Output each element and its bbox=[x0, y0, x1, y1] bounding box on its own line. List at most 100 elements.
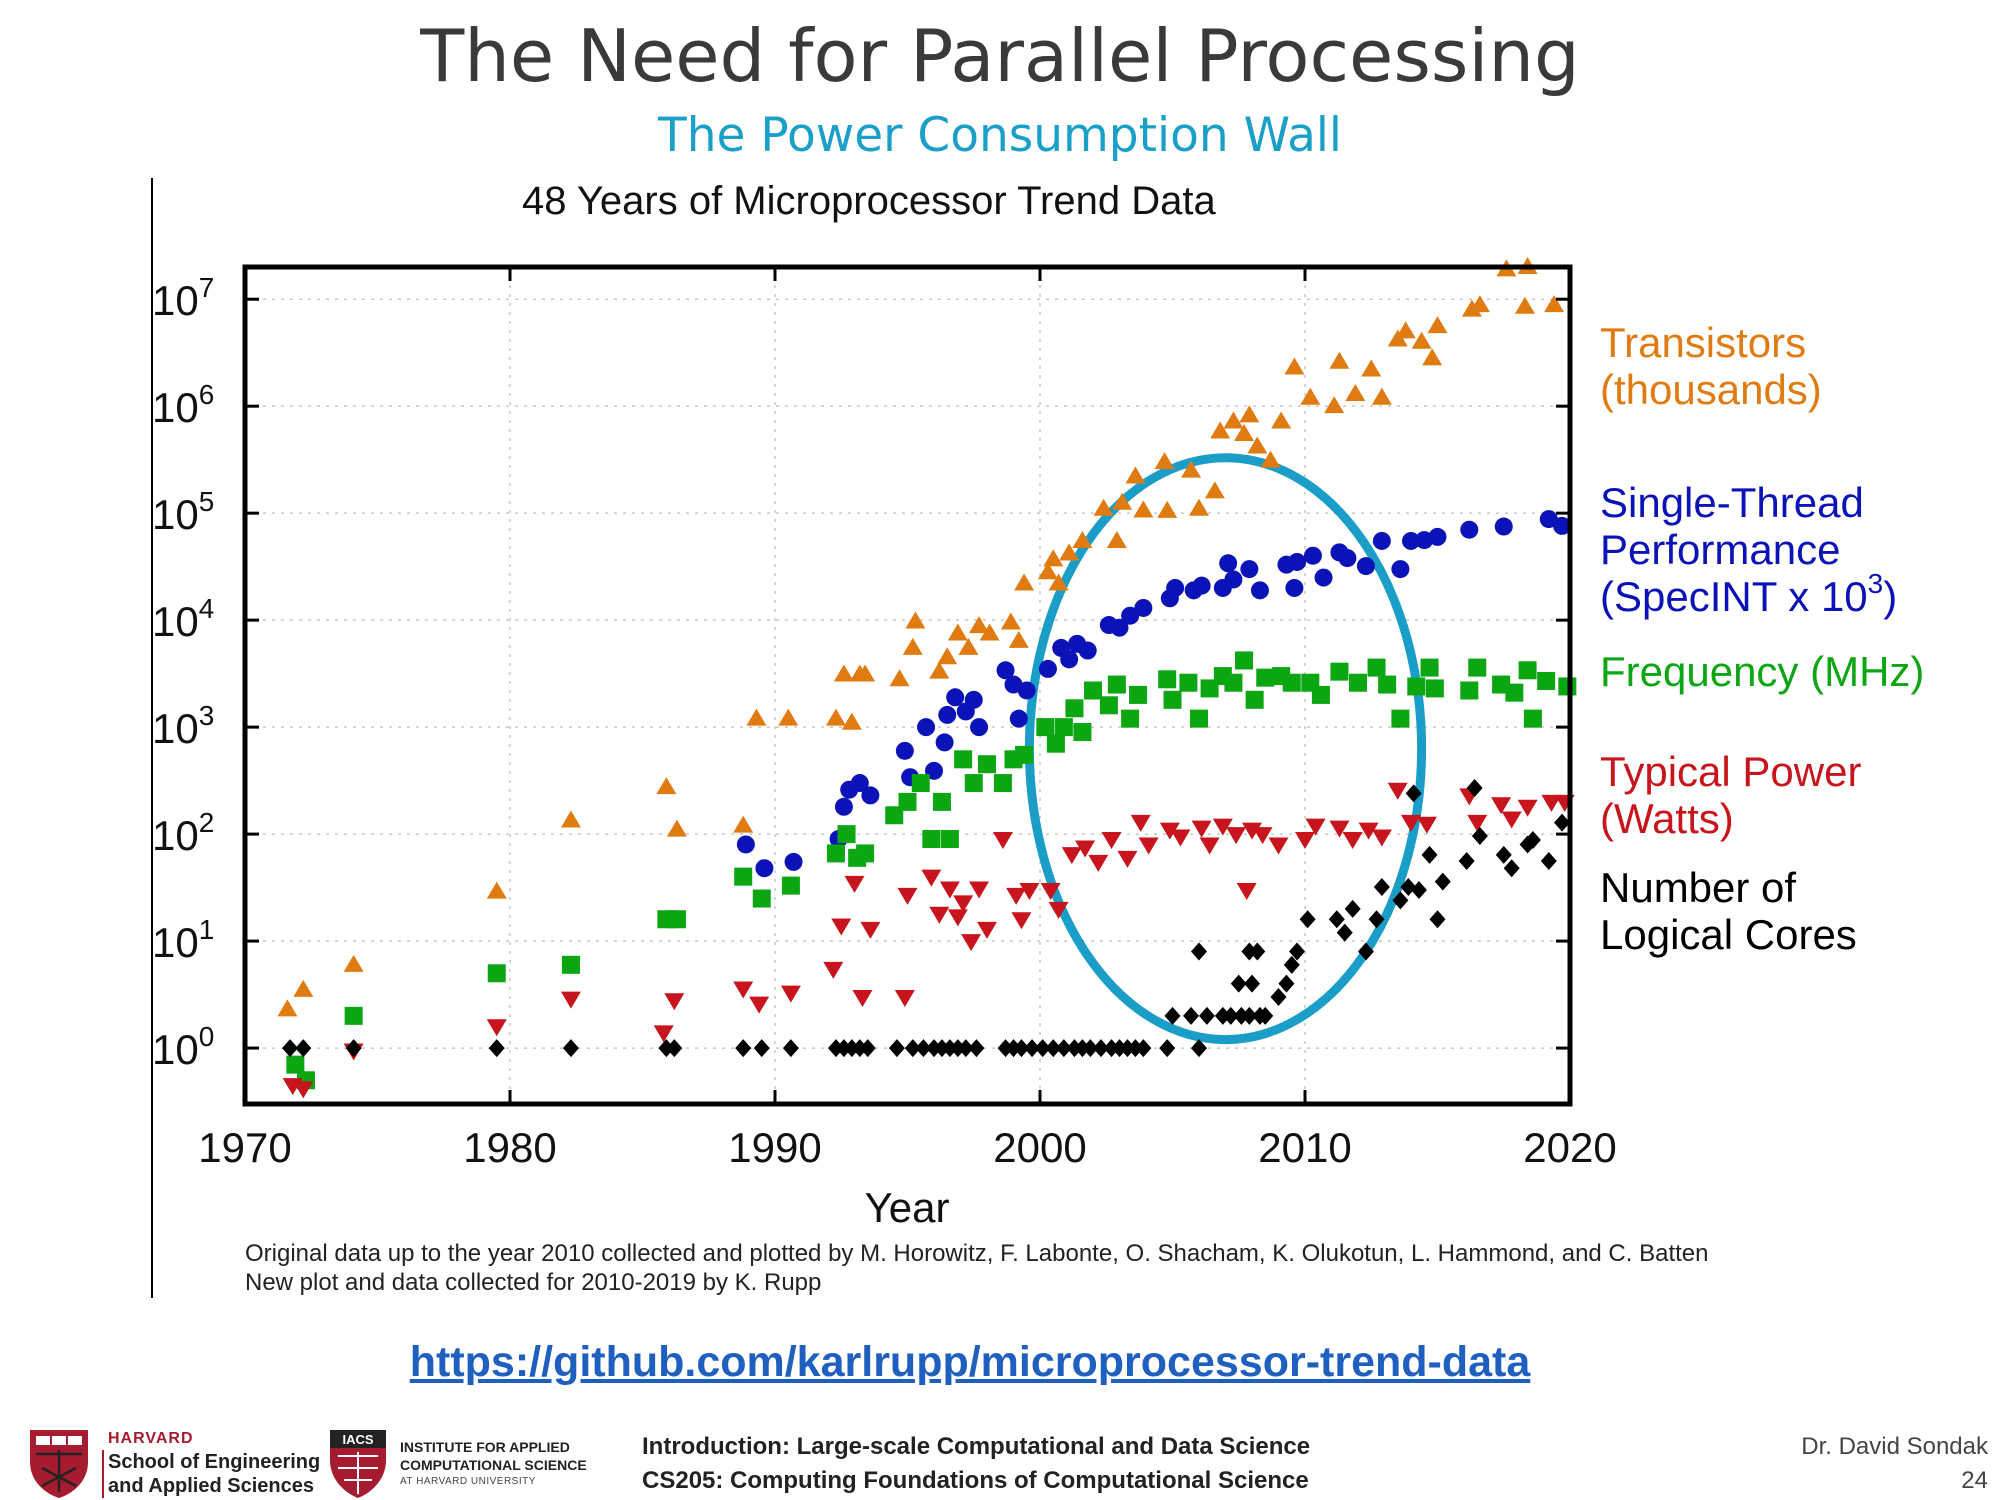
data-point bbox=[1371, 387, 1392, 405]
data-point bbox=[1212, 818, 1233, 836]
data-point bbox=[1338, 549, 1357, 568]
data-point bbox=[343, 954, 364, 972]
data-point bbox=[1159, 1039, 1176, 1058]
data-point bbox=[1236, 883, 1257, 901]
data-point bbox=[1134, 598, 1153, 617]
data-point bbox=[1219, 554, 1238, 573]
data-point bbox=[1356, 557, 1375, 576]
data-point bbox=[894, 990, 915, 1008]
iacs-name-line1: INSTITUTE FOR APPLIED bbox=[400, 1439, 570, 1455]
data-point bbox=[1250, 581, 1269, 600]
y-tick-label: 107 bbox=[152, 272, 214, 324]
data-point bbox=[1391, 560, 1410, 579]
data-point bbox=[1514, 296, 1535, 314]
course-line-2: CS205: Computing Foundations of Computat… bbox=[642, 1467, 1309, 1494]
data-point bbox=[895, 741, 914, 760]
legend-label: (thousands) bbox=[1600, 366, 1822, 413]
data-point bbox=[1088, 854, 1109, 872]
y-tick-label: 105 bbox=[152, 486, 214, 538]
chart-title: 48 Years of Microprocessor Trend Data bbox=[522, 179, 1216, 223]
data-point bbox=[1015, 745, 1034, 764]
data-point bbox=[781, 876, 800, 895]
series-2 bbox=[286, 651, 1577, 1090]
legend: Transistors(thousands) Single-ThreadPerfo… bbox=[1600, 319, 1924, 958]
data-point bbox=[1045, 1039, 1062, 1058]
data-point bbox=[1429, 910, 1446, 929]
data-point bbox=[1046, 734, 1065, 753]
data-point bbox=[905, 611, 926, 629]
data-point bbox=[1467, 814, 1488, 832]
data-point bbox=[1517, 799, 1538, 817]
data-point bbox=[1043, 549, 1064, 567]
data-point bbox=[915, 1039, 932, 1058]
x-tick-label: 1980 bbox=[463, 1124, 556, 1171]
source-link[interactable]: https://github.com/karlrupp/microprocess… bbox=[409, 1338, 1531, 1386]
data-point bbox=[1391, 709, 1410, 728]
data-point bbox=[1305, 818, 1326, 836]
data-point bbox=[1242, 822, 1262, 840]
legend-label: Transistors bbox=[1600, 319, 1806, 366]
data-point bbox=[1410, 881, 1427, 900]
data-point bbox=[1402, 531, 1420, 550]
data-point bbox=[1234, 423, 1255, 441]
data-point bbox=[1011, 912, 1032, 930]
data-point bbox=[1204, 481, 1225, 499]
data-point bbox=[1110, 618, 1129, 637]
data-point bbox=[560, 810, 581, 828]
iacs-subtitle: AT HARVARD UNIVERSITY bbox=[400, 1476, 536, 1487]
data-point bbox=[561, 955, 580, 974]
data-point bbox=[1241, 1006, 1258, 1025]
data-point bbox=[1501, 811, 1522, 829]
data-point bbox=[1471, 826, 1488, 845]
data-point bbox=[778, 708, 799, 726]
data-point bbox=[1553, 516, 1572, 535]
data-point bbox=[784, 852, 803, 871]
series-3 bbox=[282, 782, 1575, 1099]
seas-harvard-wordmark: HARVARD bbox=[108, 1430, 194, 1447]
data-point bbox=[947, 623, 968, 641]
data-point bbox=[1019, 883, 1040, 901]
data-point bbox=[897, 887, 918, 905]
x-tick-label: 1990 bbox=[728, 1124, 821, 1171]
legend-label: Typical Power bbox=[1600, 748, 1861, 795]
data-point bbox=[1222, 1006, 1239, 1025]
data-point bbox=[782, 1039, 799, 1058]
data-point bbox=[1061, 847, 1082, 865]
data-point bbox=[939, 881, 960, 899]
data-point bbox=[1372, 531, 1391, 550]
data-point bbox=[1072, 530, 1093, 548]
data-point bbox=[653, 1025, 674, 1043]
data-point bbox=[1129, 685, 1148, 704]
data-point bbox=[780, 985, 801, 1003]
data-point bbox=[1181, 460, 1202, 478]
data-point bbox=[1048, 573, 1069, 591]
iacs-name-line2: COMPUTATIONAL SCIENCE bbox=[400, 1457, 587, 1473]
data-point bbox=[837, 825, 856, 844]
data-point bbox=[1299, 910, 1316, 929]
data-point bbox=[1357, 942, 1374, 961]
data-point bbox=[1505, 683, 1524, 702]
data-point bbox=[957, 1039, 974, 1058]
data-point bbox=[1518, 661, 1537, 680]
data-point bbox=[932, 792, 951, 811]
legend-label: Performance bbox=[1600, 526, 1840, 573]
data-point bbox=[736, 835, 755, 854]
data-point bbox=[1407, 677, 1426, 696]
plot-frame bbox=[242, 264, 1573, 1107]
data-point bbox=[1537, 671, 1556, 690]
data-point bbox=[969, 881, 990, 899]
seas-school-line2: and Applied Sciences bbox=[108, 1475, 314, 1497]
data-point bbox=[752, 889, 771, 908]
data-point bbox=[1395, 321, 1416, 339]
data-point bbox=[1358, 822, 1379, 840]
credit-line-1: Original data up to the year 2010 collec… bbox=[245, 1240, 1708, 1267]
x-tick-label: 2010 bbox=[1258, 1124, 1351, 1171]
data-point bbox=[1009, 709, 1028, 728]
data-point bbox=[1558, 677, 1577, 696]
seas-logo: HARVARD School of Engineering and Applie… bbox=[28, 1428, 320, 1500]
data-point bbox=[1270, 988, 1287, 1007]
data-point bbox=[1223, 411, 1244, 429]
data-point bbox=[1540, 852, 1557, 871]
data-point bbox=[1328, 910, 1345, 929]
data-point bbox=[953, 895, 974, 913]
